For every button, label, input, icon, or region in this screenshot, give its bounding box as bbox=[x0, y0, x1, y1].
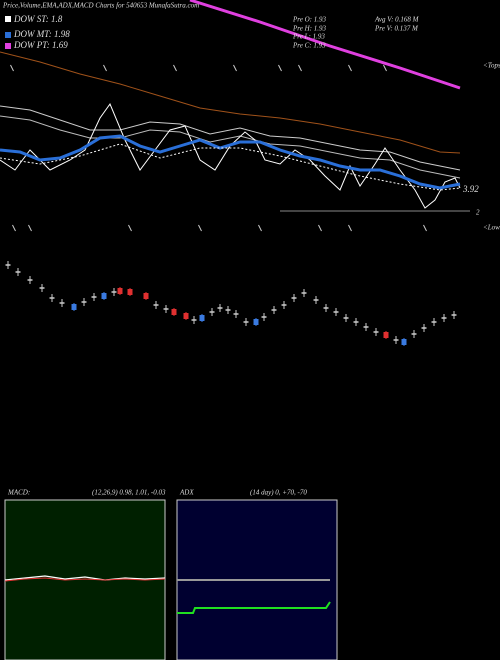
candle-body bbox=[261, 316, 267, 318]
candle-body bbox=[15, 271, 21, 273]
ema-mid bbox=[0, 115, 461, 179]
pre-high: Pre H: 1.93 bbox=[292, 25, 326, 33]
candle-body bbox=[411, 333, 417, 335]
candle-body bbox=[353, 321, 359, 323]
marker bbox=[28, 224, 32, 232]
last-label: 3.92 bbox=[462, 184, 479, 194]
candle-body bbox=[117, 288, 123, 294]
tops-label: <Tops bbox=[483, 62, 500, 70]
candle-body bbox=[333, 311, 339, 313]
pre-open: Pre O: 1.93 bbox=[292, 16, 326, 24]
adx-params: (14 day) 0, +70, -70 bbox=[250, 489, 307, 497]
candle-body bbox=[225, 309, 231, 311]
candle-body bbox=[401, 339, 407, 345]
candle-body bbox=[163, 308, 169, 310]
candle-body bbox=[5, 264, 11, 266]
candle-body bbox=[217, 307, 223, 309]
candle-body bbox=[143, 293, 149, 299]
marker bbox=[318, 224, 322, 232]
candle-body bbox=[271, 309, 277, 311]
candle-body bbox=[111, 291, 117, 293]
candle-body bbox=[59, 302, 65, 304]
marker bbox=[383, 64, 387, 72]
candle-body bbox=[209, 311, 215, 313]
candle-body bbox=[71, 304, 77, 310]
marker bbox=[348, 224, 352, 232]
candles bbox=[5, 64, 457, 346]
marker bbox=[128, 224, 132, 232]
adx-name: ADX bbox=[179, 489, 194, 497]
plus-di bbox=[177, 601, 331, 614]
candle-body bbox=[421, 327, 427, 329]
legend-item: DOW ST: 1.8 bbox=[13, 14, 63, 24]
candle-body bbox=[127, 289, 133, 295]
ema-blue bbox=[0, 134, 461, 190]
candle-body bbox=[91, 296, 97, 298]
macd-params: (12,26,9) 0.98, 1.01, -0.03 bbox=[92, 489, 166, 497]
pre-close: Pre C: 1.93 bbox=[292, 42, 326, 50]
marker bbox=[278, 64, 282, 72]
candle-body bbox=[199, 315, 205, 321]
marker bbox=[348, 64, 352, 72]
legend-item: DOW PT: 1.69 bbox=[13, 40, 68, 50]
pre-low: Pre L: 1.93 bbox=[292, 33, 325, 41]
macd-signal bbox=[4, 577, 166, 582]
pt-line bbox=[189, 0, 461, 90]
marker bbox=[258, 224, 262, 232]
candle-body bbox=[49, 297, 55, 299]
candle-body bbox=[451, 314, 457, 316]
candle-body bbox=[363, 326, 369, 328]
candle-body bbox=[313, 299, 319, 301]
marker bbox=[298, 64, 302, 72]
candle-body bbox=[153, 304, 159, 306]
title: Price,Volume,EMA,ADX,MACD Charts for 540… bbox=[2, 2, 199, 10]
candle-body bbox=[281, 304, 287, 306]
marker bbox=[198, 224, 202, 232]
mt-line bbox=[0, 51, 461, 154]
pre-volume: Pre V: 0.137 M bbox=[374, 25, 419, 33]
candle-body bbox=[323, 307, 329, 309]
candle-body bbox=[291, 297, 297, 299]
avg-volume: Avg V: 0.168 M bbox=[374, 16, 420, 24]
candle-body bbox=[431, 321, 437, 323]
legend-swatch bbox=[5, 32, 11, 38]
candle-body bbox=[253, 319, 259, 325]
marker bbox=[103, 64, 107, 72]
macd-name: MACD: bbox=[7, 489, 30, 497]
candle-body bbox=[383, 332, 389, 338]
lows-label: <Lows bbox=[483, 224, 500, 232]
ema-upper bbox=[0, 105, 461, 171]
low-label: 2 bbox=[476, 209, 480, 217]
legend-swatch bbox=[5, 16, 11, 22]
candle-body bbox=[233, 313, 239, 315]
candle-body bbox=[343, 317, 349, 319]
macd-line bbox=[4, 575, 166, 581]
candle-body bbox=[191, 319, 197, 321]
marker bbox=[423, 224, 427, 232]
candle-body bbox=[393, 339, 399, 341]
candle-body bbox=[183, 313, 189, 319]
marker bbox=[233, 64, 237, 72]
ema-dotted bbox=[0, 143, 461, 191]
candle-body bbox=[81, 301, 87, 303]
legend-swatch bbox=[5, 43, 11, 49]
marker bbox=[173, 64, 177, 72]
candle-body bbox=[301, 292, 307, 294]
candle-body bbox=[39, 287, 45, 289]
candle-body bbox=[101, 293, 107, 299]
candle-body bbox=[27, 279, 33, 281]
candle-body bbox=[441, 317, 447, 319]
candle-body bbox=[243, 321, 249, 323]
legend-item: DOW MT: 1.98 bbox=[13, 29, 70, 39]
candle-body bbox=[171, 309, 177, 315]
marker bbox=[10, 64, 14, 72]
candle-body bbox=[373, 331, 379, 333]
marker bbox=[12, 224, 16, 232]
